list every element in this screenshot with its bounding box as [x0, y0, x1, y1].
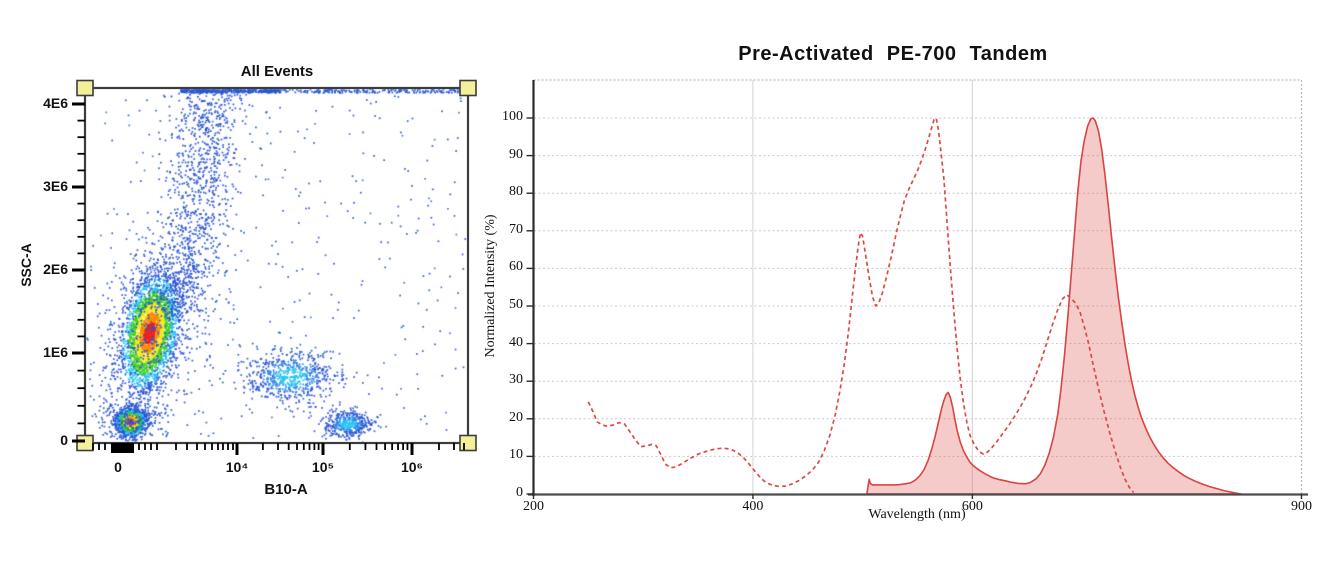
spectra-y-tick-label: 90 [509, 146, 523, 162]
flow-x-tick-label: 10⁵ [311, 459, 335, 475]
spectra-y-tick-label: 0 [516, 485, 523, 500]
flow-y-tick-label: 0 [60, 432, 68, 448]
flow-y-tick-label: 2E6 [43, 261, 68, 277]
flow-x-tick-label: 0 [114, 459, 122, 475]
spectra-y-tick-label: 20 [509, 409, 523, 425]
spectra-y-tick-label: 80 [509, 184, 523, 200]
spectra-y-tick-label: 60 [509, 259, 523, 275]
flow-x-tick-label: 10⁶ [400, 459, 424, 475]
flow-x-axis-label: B10-A [264, 481, 308, 498]
spectra-y-tick-label: 50 [509, 297, 523, 312]
flow-y-tick-label: 1E6 [43, 344, 68, 360]
spectra-y-tick-label: 40 [509, 334, 523, 350]
spectra-x-axis-label: Wavelength (nm) [868, 507, 966, 522]
spectra-y-tick-label: 10 [509, 447, 523, 463]
flow-y-tick-label: 4E6 [43, 95, 68, 111]
spectra-y-tick-label: 30 [509, 372, 523, 388]
spectra-y-tick-label: 70 [509, 221, 523, 237]
spectra-x-tick-label: 600 [961, 499, 983, 514]
spectra-y-tick-label: 100 [502, 109, 523, 124]
flow-scatter-canvas [85, 88, 468, 443]
spectra-x-tick-label: 400 [742, 499, 764, 514]
flow-plot-title: All Events [240, 63, 314, 80]
spectra-x-tick-label: 900 [1291, 499, 1312, 514]
spectra-x-tick-label: 200 [523, 499, 544, 514]
spectra-y-axis-label: Normalized Intensity (%) [483, 214, 498, 358]
flow-y-tick-label: 3E6 [43, 178, 68, 194]
flow-x-tick-label: 10⁴ [225, 459, 249, 475]
spectra-plot-title: Pre-Activated PE-700 Tandem [738, 43, 1048, 65]
